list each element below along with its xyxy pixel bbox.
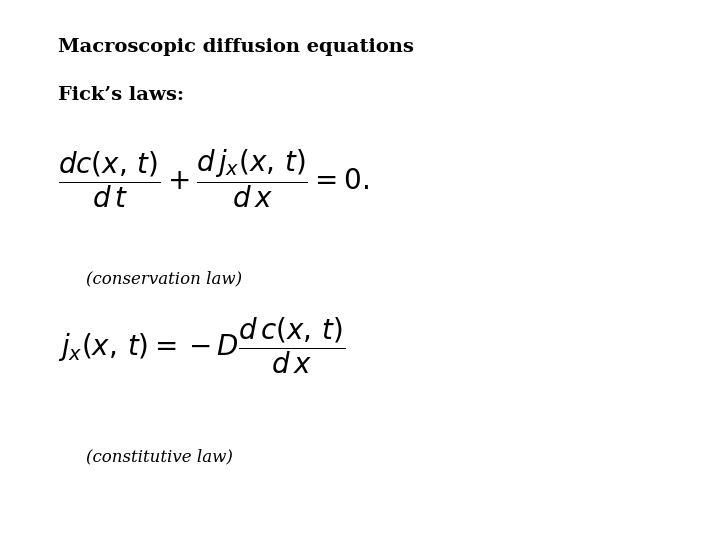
Text: $\dfrac{dc(x,\,t)}{d\,t} + \dfrac{d\,j_x(x,\,t)}{d\,x} = 0.$: $\dfrac{dc(x,\,t)}{d\,t} + \dfrac{d\,j_x… bbox=[58, 147, 369, 210]
Text: Fick’s laws:: Fick’s laws: bbox=[58, 86, 184, 104]
Text: Macroscopic diffusion equations: Macroscopic diffusion equations bbox=[58, 38, 413, 56]
Text: (conservation law): (conservation law) bbox=[86, 270, 243, 287]
Text: (constitutive law): (constitutive law) bbox=[86, 448, 233, 465]
Text: $j_x(x,\,t) = -D\dfrac{d\,c(x,\,t)}{d\,x}$: $j_x(x,\,t) = -D\dfrac{d\,c(x,\,t)}{d\,x… bbox=[58, 315, 345, 376]
